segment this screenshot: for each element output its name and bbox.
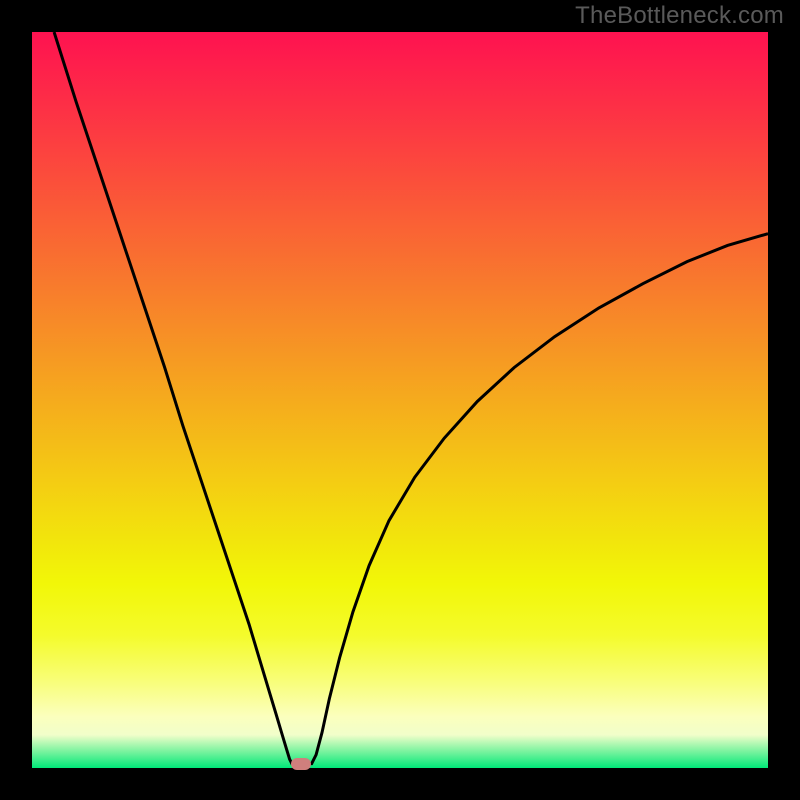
watermark-text: TheBottleneck.com (575, 2, 784, 30)
bottleneck-curve (54, 32, 768, 764)
curve-svg (32, 32, 768, 768)
minimum-marker (291, 758, 311, 770)
